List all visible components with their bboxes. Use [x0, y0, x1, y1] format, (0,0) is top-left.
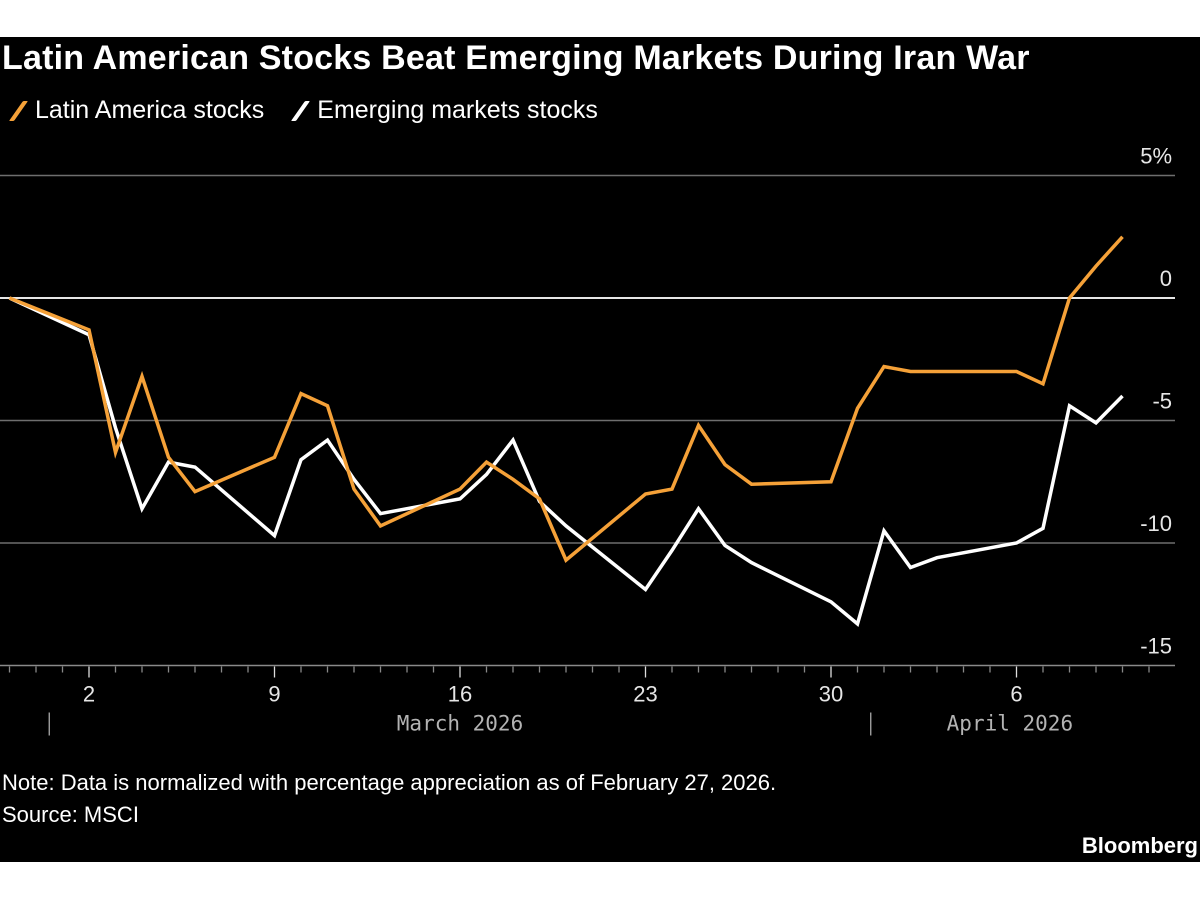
month-label: April 2026	[947, 712, 1073, 736]
legend-label: Latin America stocks	[35, 96, 265, 124]
y-tick-label: -10	[1140, 511, 1172, 536]
x-tick-label: 23	[633, 682, 657, 707]
y-tick-label: 5%	[1140, 144, 1172, 169]
chart-title: Latin American Stocks Beat Emerging Mark…	[2, 39, 1030, 77]
x-tick-label: 30	[819, 682, 843, 707]
chart-source: Source: MSCI	[2, 802, 139, 827]
emerging-markets-line	[8, 296, 1124, 627]
legend-item-latin-america: Latin America stocks	[4, 96, 264, 125]
chart-panel	[0, 37, 1200, 862]
x-tick-label: 9	[268, 682, 280, 707]
legend-label: Emerging markets stocks	[317, 96, 598, 124]
month-label: March 2026	[397, 712, 523, 736]
x-tick-label: 6	[1010, 682, 1022, 707]
y-tick-label: -5	[1152, 389, 1172, 414]
legend: Latin America stocks Emerging markets st…	[4, 96, 620, 125]
bloomberg-logo: Bloomberg	[1081, 833, 1198, 858]
y-tick-label: -15	[1140, 634, 1172, 659]
y-tick-label: 0	[1160, 266, 1172, 291]
chart-note: Note: Data is normalized with percentage…	[2, 770, 777, 795]
x-tick-label: 16	[448, 682, 472, 707]
legend-item-emerging-markets: Emerging markets stocks	[286, 96, 598, 125]
latin-america-line	[8, 235, 1124, 563]
x-tick-label: 2	[83, 682, 95, 707]
